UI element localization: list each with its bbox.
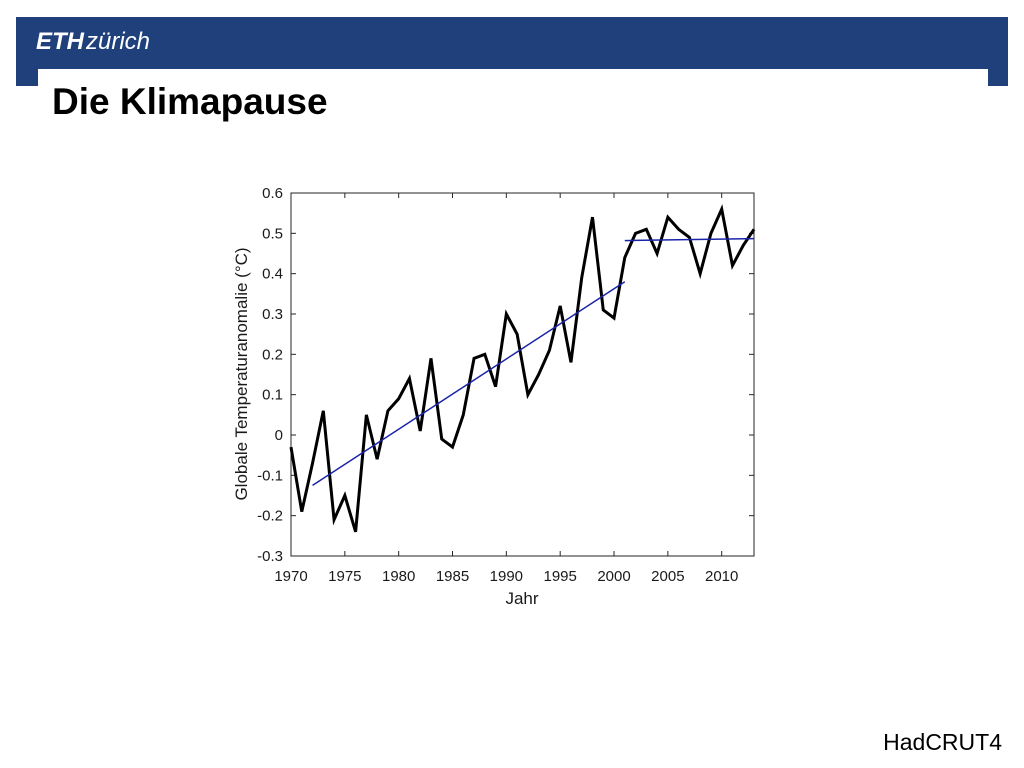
y-tick-label: -0.1 [257,467,283,484]
logo-eth: ETH [36,28,84,55]
x-tick-label: 2000 [597,568,630,585]
x-tick-label: 1980 [382,568,415,585]
slide-title: Die Klimapause [52,81,328,122]
y-tick-label: 0.4 [262,266,283,283]
x-tick-label: 1985 [436,568,469,585]
x-tick-label: 1975 [328,568,361,585]
x-tick-label: 2005 [651,568,684,585]
series-layer [289,204,756,533]
y-tick-label: 0.2 [262,346,283,363]
axis-ticks [290,192,754,557]
plot-area [290,192,755,557]
y-tick-label: -0.3 [257,548,283,565]
tick-labels: 1970 1975 1980 1985 1990 1995 2000 2005 2010 -0.3… [257,185,738,585]
y-tick-label: 0.5 [262,225,283,242]
header-band [16,17,1008,69]
x-tick-label: 1990 [490,568,523,585]
trend-line-1972-2001 [312,281,626,487]
header-left-stub [16,69,38,86]
eth-zurich-logo: ETHzürich [36,26,150,58]
x-tick-label: 2010 [705,568,738,585]
x-axis-label: Jahr [505,589,538,608]
trend-line-2001-2013 [624,237,755,242]
header-notch [38,69,988,86]
x-tick-label: 1995 [543,568,576,585]
y-axis-label: Globale Temperaturanomalie (°C) [232,247,251,500]
logo-zurich: zürich [86,28,151,55]
y-tick-label: -0.2 [257,508,283,525]
temperature-series-line [289,204,756,533]
y-tick-label: 0.6 [262,185,283,202]
source-label: HadCRUT4 [883,729,1002,755]
y-tick-label: 0 [275,427,283,444]
y-tick-label: 0.1 [262,387,283,404]
x-tick-label: 1970 [274,568,307,585]
header-right-stub [988,69,1008,86]
y-tick-label: 0.3 [262,306,283,323]
